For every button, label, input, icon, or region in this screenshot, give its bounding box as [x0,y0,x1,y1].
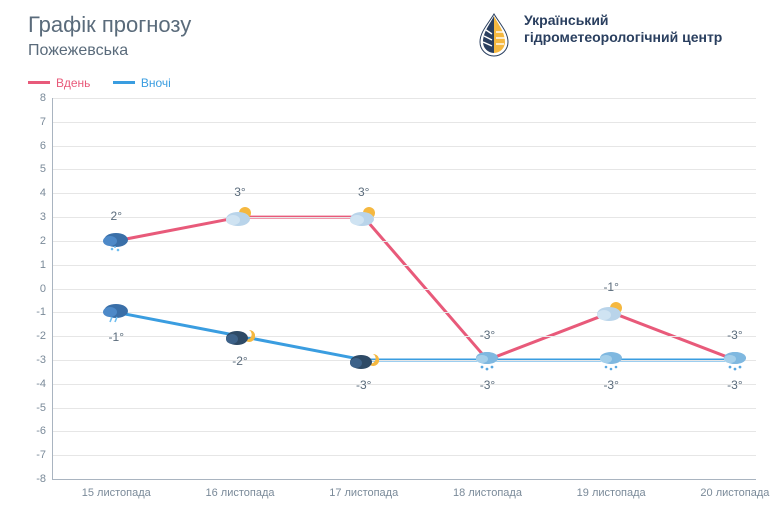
x-tick: 17 листопада [329,487,398,499]
org-block: Український гідрометеорологічний центр [474,12,744,65]
y-axis: -8-7-6-5-4-3-2-1012345678 [22,98,50,480]
plot-area: 15 листопада16 листопада17 листопада18 л… [52,98,756,480]
y-tick: -6 [36,425,46,437]
grid-line [53,98,756,99]
y-tick: 4 [40,187,46,199]
weather-icon-snow_cloud [101,229,131,253]
legend-swatch-day [28,81,50,84]
title-block: Графік прогнозу Пожежевська [28,12,191,65]
data-label: -3° [480,378,495,392]
header: Графік прогнозу Пожежевська Український … [0,0,772,65]
legend-item-night: Вночі [113,76,171,90]
y-tick: 1 [40,259,46,271]
chart-subtitle: Пожежевська [28,42,191,60]
legend-swatch-night [113,81,135,84]
grid-line [53,384,756,385]
org-name: Український гідрометеорологічний центр [524,12,744,46]
weather-icon-moon_cloud [349,348,379,372]
grid-line [53,312,756,313]
drop-logo-icon [474,12,514,65]
grid-line [53,336,756,337]
grid-line [53,265,756,266]
y-tick: -7 [36,449,46,461]
grid-line [53,360,756,361]
data-label: 3° [234,185,245,199]
x-tick: 18 листопада [453,487,522,499]
x-tick: 16 листопада [205,487,274,499]
data-label: -2° [232,354,247,368]
weather-icon-snow [720,348,750,372]
data-label: 3° [358,185,369,199]
y-tick: 6 [40,140,46,152]
weather-icon-sun_cloud [225,205,255,229]
grid-line [53,169,756,170]
legend-label-day: Вдень [56,76,90,90]
grid-line [53,217,756,218]
y-tick: 3 [40,211,46,223]
y-tick: -8 [36,473,46,485]
grid-line [53,408,756,409]
y-tick: 7 [40,116,46,128]
x-tick: 20 листопада [700,487,769,499]
y-tick: -3 [36,354,46,366]
data-label: -3° [356,378,371,392]
data-label: -1° [109,330,124,344]
chart-title: Графік прогнозу [28,12,191,38]
y-tick: 2 [40,235,46,247]
weather-icon-snow [472,348,502,372]
legend-item-day: Вдень [28,76,90,90]
y-tick: 8 [40,92,46,104]
y-tick: 0 [40,283,46,295]
y-tick: -1 [36,306,46,318]
data-label: -1° [603,280,618,294]
x-tick: 15 листопада [82,487,151,499]
legend-label-night: Вночі [141,76,171,90]
grid-line [53,431,756,432]
chart: -8-7-6-5-4-3-2-1012345678 15 листопада16… [22,98,760,510]
y-tick: -4 [36,378,46,390]
weather-icon-snow [596,348,626,372]
weather-icon-sun_cloud [349,205,379,229]
data-label: -3° [727,378,742,392]
y-tick: 5 [40,163,46,175]
weather-icon-moon_cloud [225,324,255,348]
grid-line [53,241,756,242]
grid-line [53,122,756,123]
data-label: 2° [111,209,122,223]
data-label: -3° [603,378,618,392]
weather-icon-sun_cloud [596,300,626,324]
y-tick: -2 [36,330,46,342]
y-tick: -5 [36,402,46,414]
grid-line [53,289,756,290]
grid-line [53,455,756,456]
data-label: -3° [480,328,495,342]
data-label: -3° [727,328,742,342]
grid-line [53,146,756,147]
grid-line [53,193,756,194]
x-tick: 19 листопада [577,487,646,499]
legend: Вдень Вночі [0,65,772,90]
weather-icon-rain_cloud [101,300,131,324]
